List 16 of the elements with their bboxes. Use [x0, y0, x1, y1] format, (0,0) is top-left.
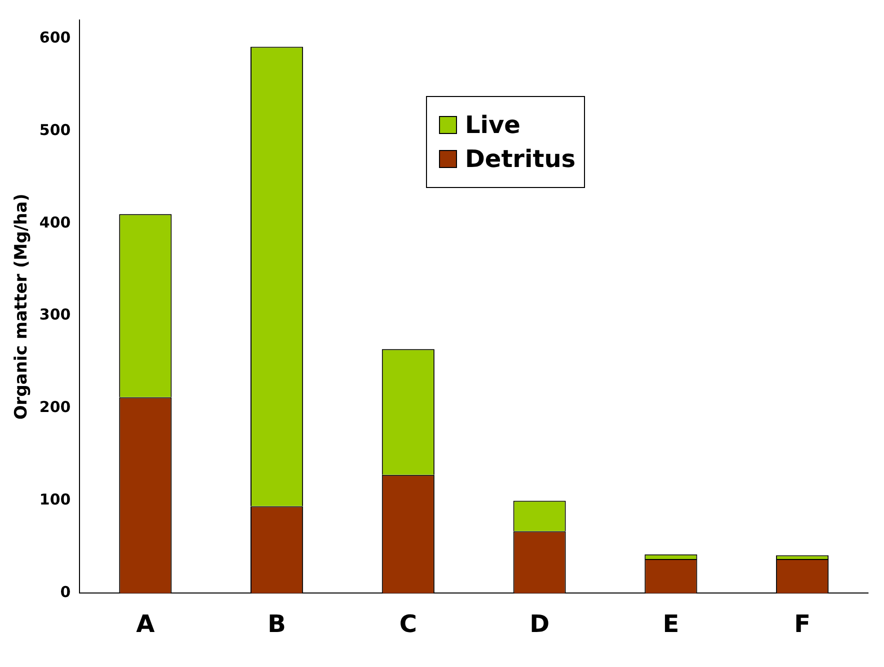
y-axis-title: Organic matter (Mg/ha) — [12, 194, 32, 420]
x-tick-label: F — [794, 610, 811, 638]
x-tick-label: D — [530, 610, 550, 638]
x-tick-label: A — [136, 610, 156, 638]
legend-label: Live — [465, 111, 520, 139]
y-tick-label: 600 — [39, 28, 71, 46]
y-tick-label: 200 — [39, 398, 71, 416]
y-tick-label: 0 — [60, 583, 71, 602]
legend-label: Detritus — [465, 145, 576, 173]
x-tick-label: E — [662, 610, 680, 638]
x-tick-label: B — [268, 610, 286, 638]
y-tick-label: 400 — [39, 213, 71, 232]
y-tick-label: 100 — [39, 490, 71, 509]
y-tick-label: 300 — [39, 306, 71, 324]
x-tick-label: C — [399, 610, 417, 638]
y-tick-label: 500 — [39, 120, 71, 139]
